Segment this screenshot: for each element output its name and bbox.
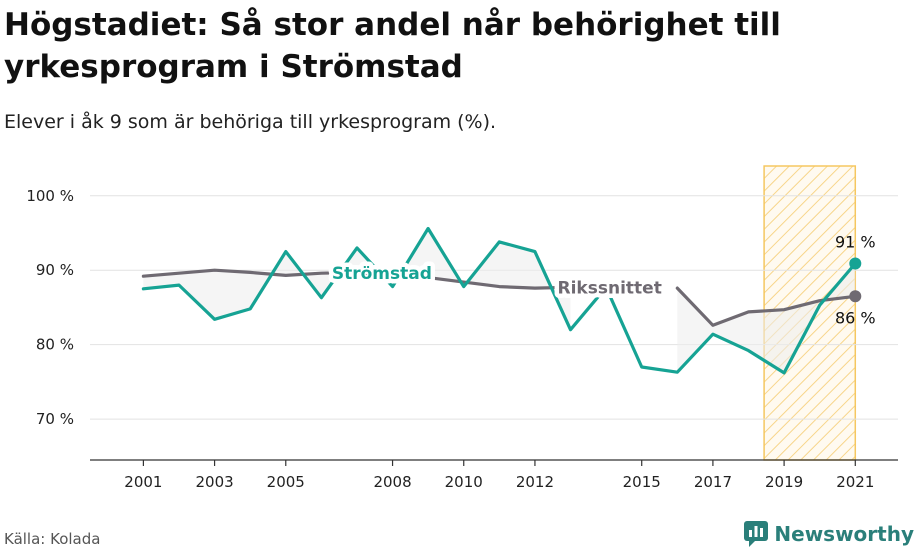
x-tick-label: 2021 <box>836 473 874 491</box>
end-label-stromstad: 91 % <box>835 233 876 252</box>
series-label-halo: Rikssnittet <box>558 278 662 298</box>
newsworthy-icon <box>744 521 769 547</box>
x-tick-label: 2003 <box>195 473 233 491</box>
end-point-rikssnittet <box>849 290 862 303</box>
source-note: Källa: Kolada <box>4 530 101 548</box>
brand-name: Newsworthy <box>774 522 914 546</box>
series-label-text: Rikssnittet <box>558 278 662 298</box>
brand-logo: Newsworthy <box>744 521 914 547</box>
x-tick-label: 2010 <box>445 473 483 491</box>
x-tick-label: 2019 <box>765 473 803 491</box>
x-tick-label: 2008 <box>373 473 411 491</box>
x-tick-label: 2012 <box>516 473 554 491</box>
x-tick-label: 2005 <box>267 473 305 491</box>
series-line-stromstad <box>141 226 857 375</box>
chart-title: Högstadiet: Så stor andel når behörighet… <box>4 7 781 85</box>
series-label-text: Strömstad <box>332 264 432 284</box>
difference-area <box>677 263 856 373</box>
series-label-halo: Strömstad <box>332 264 432 284</box>
difference-area <box>143 228 571 330</box>
x-tick-label: 2001 <box>124 473 162 491</box>
y-tick-label: 80 % <box>36 336 74 354</box>
y-tick-label: 90 % <box>36 261 74 279</box>
x-tick-label: 2015 <box>623 473 661 491</box>
x-tick-label: 2017 <box>694 473 732 491</box>
y-tick-label: 100 % <box>26 187 74 205</box>
end-point-stromstad <box>849 257 862 270</box>
y-tick-label: 70 % <box>36 410 74 428</box>
end-label-rikssnittet: 86 % <box>835 308 876 327</box>
chart-subtitle: Elever i åk 9 som är behöriga till yrkes… <box>4 111 497 133</box>
